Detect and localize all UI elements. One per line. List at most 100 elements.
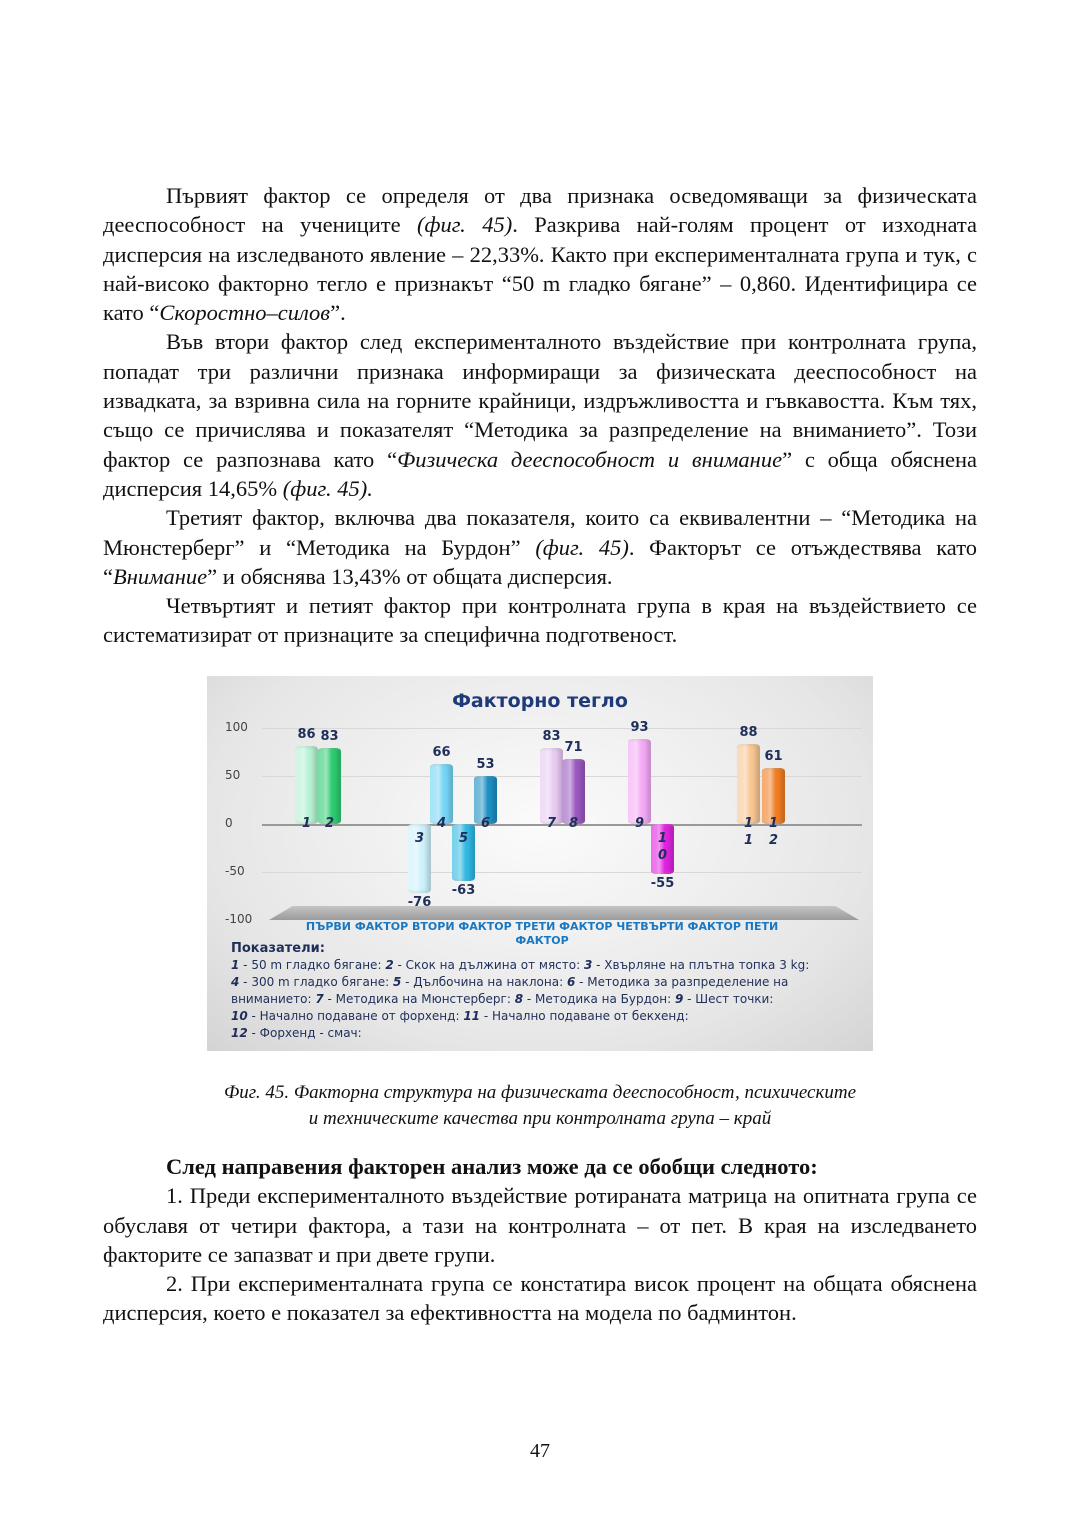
value-label: 86 [297, 726, 316, 742]
text-run: Във втори фактор след експерименталното … [103, 329, 977, 472]
gridline [262, 728, 862, 729]
summary-heading: След направения факторен анализ може да … [166, 1154, 818, 1179]
legend-text: - 300 m гладко бягане: [239, 975, 393, 989]
value-label: 93 [630, 720, 649, 736]
value-label: 66 [432, 744, 451, 760]
bar-1 [295, 745, 318, 824]
bar-number-label: 6 [480, 816, 491, 831]
legend-text: - Шест точки: [683, 992, 774, 1006]
legend-number: 8 [514, 992, 524, 1006]
summary-section: След направения факторен анализ може да … [103, 1152, 977, 1328]
category-label: ТРЕТИ ФАКТОР [515, 920, 613, 933]
legend-number: 12 [231, 1026, 248, 1040]
bar-number-label: 7 [546, 816, 557, 831]
zero-axis [262, 824, 862, 826]
legend-number: 6 [566, 975, 576, 989]
legend-text: - Методика за разпределение на вниманиет… [231, 975, 789, 1006]
text-run: . Факторът се отъждествява като “ [103, 534, 977, 589]
text-run: Първият фактор се определя от два призна… [103, 183, 977, 238]
chart-floor [269, 906, 859, 920]
value-label: 61 [764, 749, 783, 765]
value-label: -55 [650, 876, 675, 892]
bar-10 [651, 824, 674, 875]
y-tick-label: 0 [225, 816, 233, 830]
caption-line-1: Фиг. 45. Факторна структура на физическа… [223, 1082, 857, 1103]
bar-2 [318, 748, 341, 824]
summary-item-1: 1. Преди експерименталното въздействие р… [103, 1183, 977, 1267]
legend-number: 2 [385, 958, 394, 972]
bar-number-label: 10 [657, 831, 668, 863]
summary-item-2: 2. При експерименталната група се конста… [103, 1271, 977, 1326]
value-label: -76 [407, 895, 432, 911]
value-label: 88 [739, 724, 758, 740]
body-text-top: Първият фактор се определя от два призна… [103, 181, 977, 650]
figure-caption: Фиг. 45. Факторна структура на физическа… [103, 1080, 977, 1132]
bar-3 [408, 824, 431, 894]
bar-6 [474, 775, 497, 824]
bar-number-label: 9 [634, 816, 645, 831]
legend-number: 4 [231, 975, 240, 989]
page-number: 47 [530, 1440, 550, 1462]
bar-number-label: 2 [324, 816, 335, 831]
text-run: . Разкрива най-голям процент от изходнат… [103, 212, 977, 326]
legend-number: 1 [231, 958, 240, 972]
value-label: 71 [564, 740, 583, 756]
bar-9 [628, 739, 651, 824]
y-tick-label: -50 [225, 864, 245, 878]
factor-weight-chart: Факторно тегло ПЪРВИ ФАКТОР ВТОРИ ФАКТОР… [207, 676, 873, 1051]
bar-number-label: 1 [301, 816, 312, 831]
bar-4 [430, 763, 453, 824]
value-label: 53 [476, 756, 495, 772]
bar-number-label: 4 [436, 816, 447, 831]
category-label: ЧЕТВЪРТИ ФАКТОР [616, 920, 741, 933]
gridline [262, 872, 862, 873]
text-run: Третият фактор, включва два показателя, … [103, 505, 977, 560]
y-tick-label: 50 [225, 768, 241, 782]
bar-number-label: 5 [458, 831, 469, 846]
legend-text: - Дълбочина на наклона: [401, 975, 567, 989]
paragraph: Във втори фактор след експерименталното … [103, 327, 977, 503]
bar-number-label: 8 [568, 816, 579, 831]
y-tick-label: 100 [225, 720, 248, 734]
legend-text: - Начално подаване от бекхенд: [480, 1009, 689, 1023]
text-run: (фиг. 45) [535, 534, 629, 560]
bar-8 [562, 759, 585, 824]
paragraph: Четвъртият и петият фактор при контролна… [103, 591, 977, 650]
legend-text: - Начално подаване от форхенд: [247, 1009, 464, 1023]
paragraph: Първият фактор се определя от два призна… [103, 181, 977, 327]
text-run: ” с обща обяснена дисперсия 14,65% [103, 446, 977, 501]
value-label: 83 [542, 729, 561, 745]
legend-number: 11 [463, 1009, 481, 1023]
legend-text: - Методика на Мюнстерберг: [323, 992, 515, 1006]
legend-number: 5 [392, 975, 402, 989]
text-run: Скоростно–силов [159, 300, 331, 326]
category-label: ПЪРВИ ФАКТОР [305, 920, 409, 933]
legend-number: 3 [583, 958, 593, 972]
text-run: Внимание [113, 563, 208, 589]
category-label: ПЕТИ ФАКТОР [515, 920, 779, 947]
text-run: Физическа дееспособност и внимание [397, 446, 783, 472]
legend-title: Показатели: [231, 941, 325, 956]
bar-number-label: 3 [414, 831, 425, 846]
legend-text: - 50 m гладко бягане: [239, 958, 386, 972]
value-label: 83 [320, 729, 339, 745]
bar-5 [452, 824, 475, 882]
chart-title: Факторно тегло [452, 690, 628, 712]
text-run: ”. [330, 300, 346, 326]
bar-12 [762, 768, 785, 824]
legend-text: - Методика на Бурдон: [523, 992, 675, 1006]
y-tick-label: -100 [225, 912, 253, 926]
text-run: (фиг. 45) [416, 212, 513, 238]
text-run: ” и обяснява 13,43% от общата дисперсия. [207, 563, 613, 589]
legend-body: 1 - 50 m гладко бягане: 2 - Скок на дълж… [231, 957, 861, 1042]
bar-7 [540, 748, 563, 824]
bar-11 [737, 743, 760, 824]
paragraph: Третият фактор, включва два показателя, … [103, 503, 977, 591]
legend-text: - Хвърляне на плътна топка 3 kg: [592, 958, 810, 972]
chart-legend: Показатели: 1 - 50 m гладко бягане: 2 - С… [231, 940, 861, 1042]
caption-line-2: и техническите качества при контролната … [308, 1108, 772, 1129]
category-labels: ПЪРВИ ФАКТОР ВТОРИ ФАКТОР ТРЕТИ ФАКТОР Ч… [287, 920, 797, 948]
text-run: (фиг. 45). [282, 475, 373, 501]
bar-number-label: 12 [768, 816, 779, 848]
